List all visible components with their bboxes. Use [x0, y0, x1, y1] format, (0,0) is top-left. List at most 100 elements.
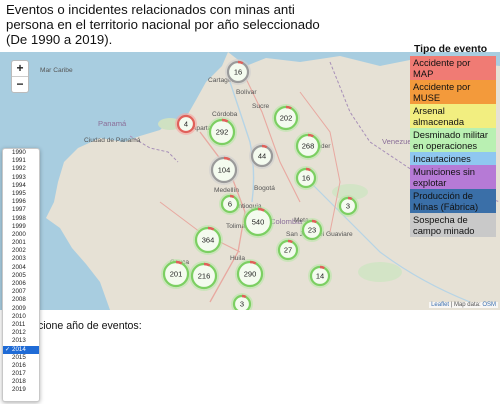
- year-option-label: 1992: [12, 165, 26, 173]
- year-option[interactable]: 1998: [3, 215, 39, 223]
- year-option[interactable]: 1992: [3, 165, 39, 173]
- year-option[interactable]: 2011: [3, 321, 39, 329]
- place-label: Panamá: [98, 119, 127, 128]
- year-option[interactable]: 1999: [3, 223, 39, 231]
- year-option[interactable]: 2006: [3, 280, 39, 288]
- country-border: [329, 61, 500, 203]
- year-option[interactable]: 2013: [3, 337, 39, 345]
- year-select-dropdown[interactable]: 1990 1991 1992 1993 1994 1995 1996 1997 1998 1999…: [2, 148, 40, 402]
- cluster-count: 16: [302, 174, 310, 183]
- cluster-count: 364: [202, 236, 215, 245]
- year-option[interactable]: 2005: [3, 272, 39, 280]
- year-option-label: 2002: [12, 247, 26, 255]
- cluster-marker[interactable]: 364: [193, 225, 223, 255]
- cluster-marker[interactable]: 3: [337, 195, 359, 217]
- year-option-label: 1993: [12, 173, 26, 181]
- year-option[interactable]: 2019: [3, 386, 39, 394]
- caribbean-sea: [228, 52, 500, 66]
- place-label: Huila: [230, 255, 245, 262]
- cluster-marker[interactable]: 290: [235, 259, 265, 289]
- cluster-marker[interactable]: 3: [231, 293, 253, 310]
- place-label: Meta: [294, 217, 309, 224]
- zoom-out-button[interactable]: −: [12, 76, 28, 92]
- year-option-label: 2004: [12, 263, 26, 271]
- country-border: [129, 135, 179, 163]
- zoom-in-button[interactable]: +: [16, 61, 24, 75]
- cluster-marker[interactable]: 4: [175, 113, 197, 135]
- year-option[interactable]: 2008: [3, 296, 39, 304]
- place-label: Venezuela: [382, 137, 418, 146]
- year-option[interactable]: ✓ 2014: [3, 345, 39, 354]
- cluster-count: 202: [280, 114, 293, 123]
- cluster-marker[interactable]: 216: [189, 261, 219, 291]
- year-option[interactable]: 1996: [3, 198, 39, 206]
- cluster-marker[interactable]: 268: [294, 132, 322, 160]
- year-option-label: 1990: [12, 149, 26, 156]
- cluster-marker[interactable]: 23: [300, 218, 324, 242]
- place-label: Antioquia: [234, 203, 262, 210]
- cluster-marker[interactable]: 201: [161, 259, 191, 289]
- legend-item: Accidente por MUSE: [410, 80, 496, 104]
- year-option[interactable]: 1993: [3, 174, 39, 182]
- cluster-marker[interactable]: 202: [272, 104, 300, 132]
- cluster-marker[interactable]: 540: [242, 206, 274, 238]
- cluster-marker[interactable]: 6: [219, 193, 241, 215]
- year-select-label: cione año de eventos:: [38, 320, 142, 332]
- year-option[interactable]: 2004: [3, 264, 39, 272]
- year-option-label: 2009: [12, 304, 26, 312]
- cluster-marker[interactable]: 44: [249, 143, 275, 169]
- cluster-count: 292: [216, 128, 229, 137]
- map-attribution: Leaflet | Map data: OSM: [429, 302, 498, 308]
- legend: Tipo de evento Accidente por MAP Accident…: [410, 44, 496, 237]
- page-title: Eventos o incidentes relacionados con mi…: [6, 2, 320, 47]
- cluster-marker[interactable]: 292: [207, 117, 237, 147]
- cluster-marker[interactable]: 16: [225, 59, 251, 85]
- cluster-marker[interactable]: 27: [276, 238, 300, 262]
- cluster-marker[interactable]: 104: [209, 155, 239, 185]
- year-option[interactable]: 2010: [3, 313, 39, 321]
- cluster-wedge: [319, 265, 325, 270]
- year-option[interactable]: 2015: [3, 354, 39, 362]
- cluster-wedge: [285, 105, 292, 110]
- year-option[interactable]: 1997: [3, 206, 39, 214]
- year-option[interactable]: 2001: [3, 239, 39, 247]
- year-option[interactable]: 2018: [3, 378, 39, 386]
- place-label: Colombia: [270, 217, 303, 226]
- cluster-marker[interactable]: 14: [308, 264, 332, 288]
- year-option[interactable]: 2002: [3, 247, 39, 255]
- place-label: Ciudad de Panamá: [84, 137, 141, 144]
- year-option[interactable]: 1994: [3, 182, 39, 190]
- year-option-label: 2018: [12, 378, 26, 386]
- year-option[interactable]: 2017: [3, 370, 39, 378]
- leaflet-link[interactable]: Leaflet: [431, 302, 450, 308]
- year-option-label: 1998: [12, 214, 26, 222]
- year-option[interactable]: 2000: [3, 231, 39, 239]
- place-label: Sucre: [252, 103, 270, 110]
- year-option[interactable]: 2007: [3, 288, 39, 296]
- year-option[interactable]: 1990: [3, 149, 39, 157]
- year-option[interactable]: 2009: [3, 305, 39, 313]
- year-option-label: 2011: [12, 320, 26, 328]
- place-label: Apartadó: [192, 125, 219, 132]
- cluster-marker[interactable]: 16: [294, 166, 318, 190]
- year-option-label: 2008: [12, 296, 26, 304]
- place-label: Mar Caribe: [40, 67, 73, 74]
- year-option[interactable]: 2012: [3, 329, 39, 337]
- legend-item: Desminado militar en operaciones: [410, 128, 496, 152]
- cluster-wedge: [347, 196, 353, 201]
- cluster-count: 540: [252, 218, 265, 227]
- cluster-count: 3: [240, 300, 244, 309]
- year-option[interactable]: 2016: [3, 362, 39, 370]
- cluster-wedge: [307, 133, 314, 138]
- river: [229, 81, 255, 203]
- year-option[interactable]: 2003: [3, 255, 39, 263]
- year-option[interactable]: 1991: [3, 157, 39, 165]
- year-option[interactable]: 1995: [3, 190, 39, 198]
- cluster-count: 16: [234, 68, 242, 77]
- year-option-label: 2006: [12, 280, 26, 287]
- park-area: [332, 184, 368, 200]
- osm-link[interactable]: OSM: [482, 302, 496, 308]
- legend-title: Tipo de evento: [414, 44, 488, 55]
- cluster-count: 290: [244, 270, 257, 279]
- year-option-label: 2016: [12, 361, 26, 369]
